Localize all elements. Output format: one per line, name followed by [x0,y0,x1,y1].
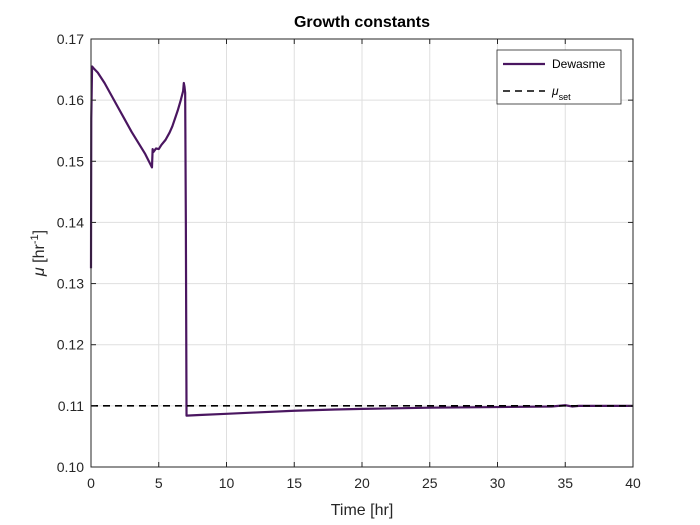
y-tick-label: 0.10 [57,459,84,475]
ticks: 0 5 10 15 20 25 30 35 40 0.10 0.11 0.12 0.13 0.14 0.15… [57,31,641,491]
series-layer [89,65,633,417]
x-tick-label: 30 [490,475,506,491]
y-tick-label: 0.14 [57,214,84,230]
y-axis-label: μ [hr-1] [29,230,48,277]
x-axis-label: Time [hr] [331,502,394,519]
x-tick-label: 25 [422,475,438,491]
x-tick-label: 40 [625,475,641,491]
legend-entry-mu-set-symbol: μ [551,84,559,98]
y-axis-label-symbol: μ [31,267,48,277]
legend-entry-mu-set-subscript: set [559,92,572,102]
y-tick-label: 0.11 [58,398,84,414]
series-line-dewasme [89,65,633,417]
legend-box [496,49,622,105]
legend-entry-mu-set: μset [551,84,571,102]
y-tick-label: 0.12 [57,337,84,353]
x-tick-label: 15 [286,475,302,491]
y-axis-label-exponent: -1 [29,234,41,244]
x-tick-label: 35 [557,475,573,491]
y-tick-label: 0.13 [57,276,84,292]
x-tick-label: 20 [354,475,370,491]
chart-title: Growth constants [294,14,430,31]
legend-entry-dewasme: Dewasme [552,57,606,71]
x-tick-label: 5 [155,475,163,491]
x-tick-label: 10 [219,475,235,491]
x-tick-label: 0 [87,475,95,491]
y-axis-label-close: ] [31,230,48,234]
y-tick-label: 0.17 [57,31,84,47]
y-axis-label-unit: [hr [31,244,48,268]
y-tick-label: 0.15 [57,153,84,169]
y-tick-label: 0.16 [57,92,84,108]
legend: Dewasme μset [496,49,622,105]
